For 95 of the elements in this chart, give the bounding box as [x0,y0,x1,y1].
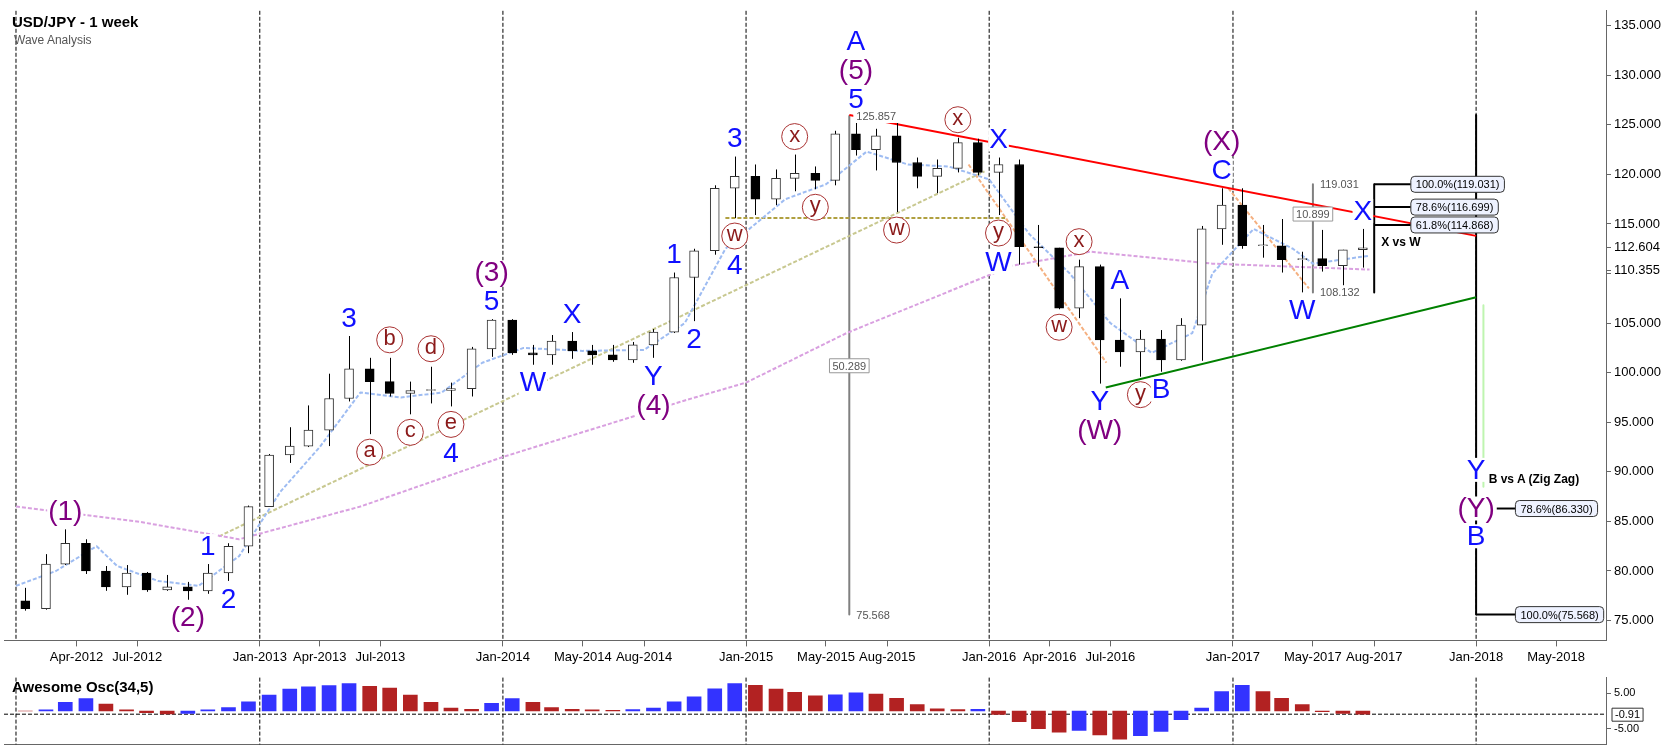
annotation: (2) [170,601,205,633]
chart-title: USD/JPY - 1 week [12,12,140,30]
y-tick-label: 110.355 [1614,261,1661,277]
annotation: 119.031 [1319,178,1359,191]
annotation: C [1211,154,1232,185]
annotation: (W) [1077,414,1123,446]
annotation: 78.6%(86.330) [1520,502,1593,515]
annotation: A [846,24,866,56]
y-tick-label: 130.000 [1614,66,1661,82]
annotation: B [1151,373,1171,405]
x-tick-label: Jan-2014 [475,648,531,664]
annotation: c [404,417,416,443]
annotation: y [809,192,821,218]
annotation: (4) [636,388,671,420]
annotation: x [952,104,964,130]
annotation: W [519,366,547,398]
annotation: X [989,123,1009,155]
annotation: Y [1466,453,1486,485]
annotation: e [444,409,458,435]
y-tick-label: 5.00 [1614,686,1636,699]
y-tick-label: 80.000 [1614,562,1654,578]
annotation: 1 [666,238,682,270]
x-tick-label: Jan-2015 [718,648,774,664]
x-tick-label: Jul-2013 [355,648,406,664]
x-tick-label: Aug-2015 [859,648,916,664]
y-tick-label: 95.000 [1614,413,1654,429]
x-tick-label: May-2018 [1527,648,1585,664]
y-tick-label: 105.000 [1614,314,1661,330]
annotation: (X) [1202,125,1241,156]
annotation: 4 [726,248,743,280]
y-tick-label: 135.000 [1614,17,1661,33]
x-tick-label: Aug-2014 [615,648,673,664]
annotation: y [1134,379,1146,405]
annotation: 10.899 [1296,208,1330,221]
annotation: 50.289 [832,359,867,372]
y-tick-label: -5.00 [1614,721,1640,734]
x-tick-label: Aug-2017 [1346,648,1403,664]
annotation: X [1353,194,1373,226]
x-tick-label: Jul-2016 [1085,648,1136,664]
annotation: 4 [443,437,459,469]
annotation: x [1073,226,1085,252]
annotation: 3 [341,301,357,333]
annotation: 2 [686,322,702,354]
annotation: Y [644,359,664,391]
y-tick-label: 85.000 [1614,513,1654,528]
annotation: d [424,333,438,359]
y-tick-label: 120.000 [1614,165,1661,181]
annotation: 125.857 [856,109,897,122]
annotation: w [887,215,905,241]
annotation: B vs A (Zig Zag) [1488,472,1580,487]
x-tick-label: Apr-2013 [293,648,347,664]
y-tick-label: 125.000 [1614,116,1661,132]
y-tick-label: 90.000 [1614,463,1654,479]
annotation: X vs W [1381,234,1422,249]
x-tick-label: May-2014 [553,648,612,664]
annotation: Y [1090,385,1110,417]
x-tick-label: May-2017 [1284,648,1342,664]
x-tick-label: Apr-2012 [49,648,104,664]
annotation: 78.6%(116.699) [1415,201,1494,214]
annotation: 75.568 [856,608,890,621]
annotation: (5) [838,53,874,85]
x-tick-label: Jan-2013 [232,648,287,664]
annotation: x [789,121,801,147]
annotation: 1 [200,529,216,561]
y-tick-label: 115.000 [1614,215,1661,231]
annotation: X [562,297,582,329]
annotation: 2 [220,582,237,614]
ref-line-label: -0.91 [1615,708,1641,721]
x-tick-label: Jan-2018 [1449,648,1504,664]
annotation: A [1110,264,1130,296]
x-tick-label: Jan-2016 [962,648,1017,664]
annotation: 100.0%(119.031) [1415,178,1500,191]
x-tick-label: Jul-2012 [112,648,163,664]
annotation: 100.0%(75.568) [1520,608,1599,621]
x-tick-label: Jan-2017 [1205,648,1261,664]
annotation: 108.132 [1319,286,1360,299]
annotation: (3) [474,255,509,287]
annotation: (1) [48,495,83,527]
annotation: W [985,245,1013,277]
annotation: 5 [483,284,500,316]
y-tick-label: 100.000 [1614,364,1661,380]
y-tick-label: 112.604 [1614,239,1661,255]
annotation: w [725,221,743,247]
annotation: w [1050,312,1068,338]
x-tick-label: Apr-2016 [1023,648,1077,664]
text: Wave Analysis [14,32,92,47]
annotation: 3 [726,122,743,154]
annotation: b [383,324,396,350]
annotation: 61.8%(114.868) [1415,218,1494,231]
annotation: a [363,437,377,463]
annotation: y [993,218,1005,244]
chart-title: Awesome Osc(34,5) [12,677,154,695]
y-tick-label: 75.000 [1614,612,1654,628]
x-tick-label: May-2015 [797,648,855,664]
annotation: W [1289,294,1317,326]
